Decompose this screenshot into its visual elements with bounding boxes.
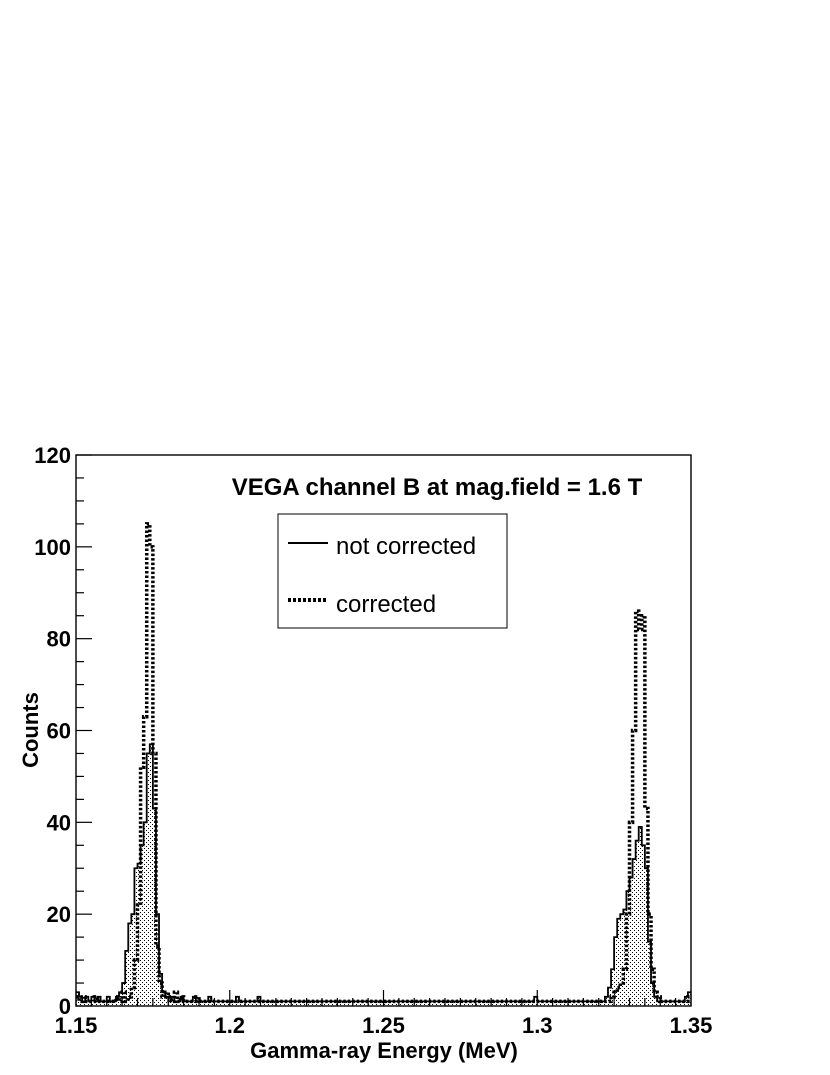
- legend-box: [277, 513, 508, 629]
- x-axis-title: Gamma-ray Energy (MeV): [250, 1038, 518, 1063]
- x-tick-label: 1.35: [670, 1013, 713, 1038]
- y-tick-label: 120: [34, 443, 71, 468]
- series-fill-not-corrected: [76, 744, 691, 1006]
- y-tick-label: 40: [47, 810, 71, 835]
- plot-title: VEGA channel B at mag.field = 1.6 T: [232, 474, 643, 501]
- y-tick-label: 60: [47, 719, 71, 744]
- y-tick-label: 20: [47, 902, 71, 927]
- y-axis-ticks: 0 20 40 60 80 100 120: [34, 443, 92, 1019]
- legend: not corrected corrected: [277, 513, 508, 629]
- y-tick-label: 80: [47, 627, 71, 652]
- legend-label-corrected: corrected: [336, 591, 436, 618]
- series-line-corrected: [76, 522, 691, 1004]
- x-tick-label: 1.25: [362, 1013, 405, 1038]
- x-axis-ticks: 1.15 1.2 1.25 1.3 1.35: [55, 990, 713, 1038]
- series-layer: [76, 522, 691, 1006]
- y-axis-title: Counts: [18, 692, 43, 768]
- y-tick-label: 0: [59, 994, 71, 1019]
- x-tick-label: 1.3: [522, 1013, 553, 1038]
- x-tick-label: 1.2: [214, 1013, 245, 1038]
- legend-label-not-corrected: not corrected: [336, 533, 476, 560]
- y-tick-label: 100: [34, 535, 71, 560]
- x-tick-label: 1.15: [55, 1013, 98, 1038]
